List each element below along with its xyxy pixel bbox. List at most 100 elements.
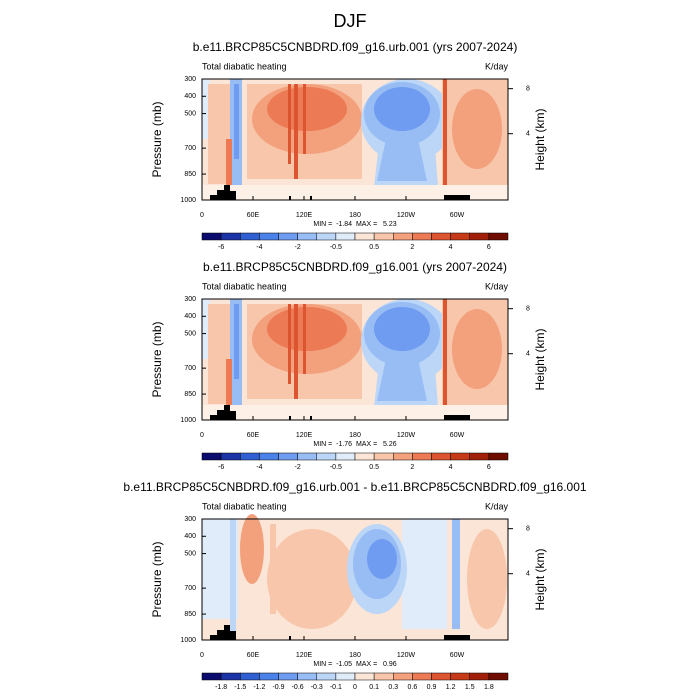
colorbar-label: 6 (487, 244, 491, 251)
y-tick-label: 300 (184, 296, 196, 303)
y-tick-label: 400 (184, 313, 196, 320)
colorbar-box (412, 672, 432, 681)
x-tick-label: 120W (397, 652, 416, 659)
y2-axis-label: Height (km) (533, 328, 547, 390)
colorbar-box (373, 672, 394, 681)
x-tick-label: 60W (450, 432, 465, 439)
y2-tick-label: 8 (526, 86, 530, 93)
colorbar-label: 1.5 (465, 684, 475, 691)
contour-field (202, 514, 508, 640)
y-tick-label: 500 (184, 330, 196, 337)
colorbar-label: -0.6 (292, 684, 304, 691)
field-name: Total diabatic heating (202, 281, 287, 291)
colorbar-label: 2 (410, 244, 414, 251)
colorbar-label: -2 (295, 464, 301, 471)
colorbar-box (278, 672, 298, 681)
x-tick-label: 0 (200, 652, 204, 659)
colorbar-label: 1.8 (484, 684, 494, 691)
colorbar-label: -4 (256, 244, 262, 251)
colorbar-box (297, 452, 317, 461)
x-tick-label: 120W (397, 212, 416, 219)
x-tick-label: 120W (397, 432, 416, 439)
y-axis-label: Pressure (mb) (150, 101, 164, 177)
x-tick-label: 120E (296, 212, 313, 219)
y-tick-label: 850 (184, 171, 196, 178)
colorbar-label: -1.5 (234, 684, 246, 691)
colorbar-box (278, 232, 298, 241)
colorbar-box (431, 672, 451, 681)
field-units: K/day (485, 281, 509, 291)
colorbar-label: -0.5 (330, 244, 342, 251)
colorbar-box (240, 672, 260, 681)
colorbar-box (488, 672, 509, 681)
contour-field (202, 299, 508, 420)
colorbar-box (373, 452, 394, 461)
colorbar-box (450, 452, 470, 461)
colorbar-label: 0.5 (369, 464, 379, 471)
y-tick-label: 500 (184, 550, 196, 557)
colorbar-label: -2 (295, 244, 301, 251)
contour-field (202, 79, 508, 200)
colorbar-box (316, 232, 337, 241)
y2-tick-label: 4 (526, 131, 530, 138)
y2-tick-label: 8 (526, 306, 530, 313)
colorbar-box (278, 452, 298, 461)
colorbar-box (259, 452, 279, 461)
colorbar-label: 0.6 (408, 684, 418, 691)
y-tick-label: 1000 (180, 637, 196, 644)
colorbar-box (240, 452, 260, 461)
y2-axis-label: Height (km) (533, 108, 547, 170)
panel-title: b.e11.BRCP85C5CNBDRD.f09_g16.001 (yrs 20… (203, 260, 507, 274)
colorbar-box (335, 672, 356, 681)
y-tick-label: 1000 (180, 417, 196, 424)
colorbar-box (316, 452, 337, 461)
x-tick-label: 60W (450, 652, 465, 659)
colorbar-box (201, 232, 222, 241)
colorbar-label: 6 (487, 464, 491, 471)
colorbar-box (259, 672, 279, 681)
y2-tick-label: 4 (526, 351, 530, 358)
min-max: MIN = -1.05 MAX = 0.96 (313, 661, 396, 668)
y2-tick-label: 8 (526, 526, 530, 533)
x-tick-label: 60E (247, 652, 260, 659)
y-tick-label: 700 (184, 145, 196, 152)
colorbar-box (393, 452, 413, 461)
panel-title: b.e11.BRCP85C5CNBDRD.f09_g16.urb.001 (yr… (193, 40, 518, 54)
min-max: MIN = -1.84 MAX = 5.23 (313, 221, 396, 228)
y-tick-label: 850 (184, 611, 196, 618)
colorbar-box (354, 452, 375, 461)
colorbar-box (335, 232, 356, 241)
x-tick-label: 0 (200, 432, 204, 439)
field-units: K/day (485, 501, 509, 511)
y-tick-label: 700 (184, 365, 196, 372)
colorbar-label: -6 (218, 464, 224, 471)
page-title: DJF (334, 11, 367, 31)
y-axis-label: Pressure (mb) (150, 321, 164, 397)
x-tick-label: 60E (247, 212, 260, 219)
colorbar-label: 4 (449, 464, 453, 471)
colorbar-label: -4 (256, 464, 262, 471)
y-tick-label: 300 (184, 516, 196, 523)
colorbar-box (220, 232, 241, 241)
colorbar-box (412, 232, 432, 241)
colorbar-box (240, 232, 260, 241)
x-tick-label: 180 (349, 432, 361, 439)
colorbar-box (316, 672, 337, 681)
colorbar-label: -6 (218, 244, 224, 251)
y2-tick-label: 4 (526, 571, 530, 578)
colorbar-box (297, 672, 317, 681)
x-tick-label: 0 (200, 212, 204, 219)
colorbar-box (220, 452, 241, 461)
colorbar-box (450, 232, 470, 241)
colorbar-box (488, 452, 509, 461)
min-max: MIN = -1.76 MAX = 5.26 (313, 441, 396, 448)
colorbar-label: 0 (353, 684, 357, 691)
y-tick-label: 400 (184, 93, 196, 100)
x-tick-label: 180 (349, 652, 361, 659)
x-tick-label: 60E (247, 432, 260, 439)
colorbar-box (393, 672, 413, 681)
colorbar-box (431, 232, 451, 241)
colorbar-box (373, 232, 394, 241)
colorbar-box (259, 232, 279, 241)
